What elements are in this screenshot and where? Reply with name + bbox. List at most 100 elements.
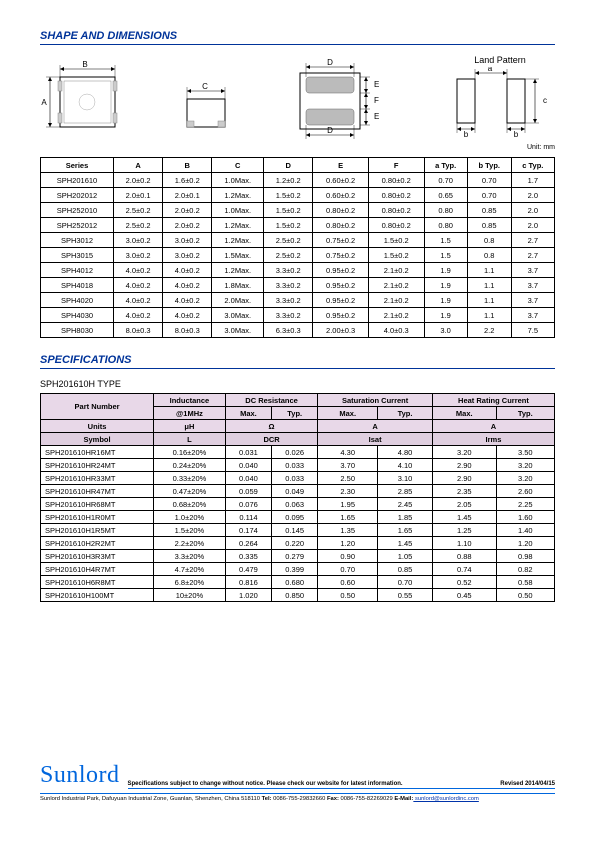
spec-cell: 0.335 xyxy=(225,550,271,563)
dim-cell: 1.5±0.2 xyxy=(368,248,424,263)
dim-cell: 1.0Max. xyxy=(212,173,264,188)
spec-cell: 3.50 xyxy=(496,446,554,459)
spec-cell: 1.40 xyxy=(496,524,554,537)
spec-cell: 0.031 xyxy=(225,446,271,459)
diagram-land-pattern: a b b c xyxy=(445,67,555,137)
dim-cell: 3.3±0.2 xyxy=(264,278,313,293)
spec-cell: 0.174 xyxy=(225,524,271,537)
dim-cell: 0.8 xyxy=(467,233,511,248)
spec-cell: 2.2±20% xyxy=(154,537,226,550)
table-row: SPH201610HR16MT0.16±20%0.0310.0264.304.8… xyxy=(41,446,555,459)
spec-cell: 1.95 xyxy=(318,498,378,511)
spec-cell: SPH201610HR47MT xyxy=(41,485,154,498)
dim-cell: 0.60±0.2 xyxy=(313,188,369,203)
dim-cell: 0.70 xyxy=(467,173,511,188)
spec-cell: 0.680 xyxy=(272,576,318,589)
table-row: SPH2016102.0±0.21.6±0.21.0Max.1.2±0.20.6… xyxy=(41,173,555,188)
spec-units-label: Units xyxy=(41,420,154,433)
spec-cell: 3.10 xyxy=(378,472,433,485)
brand-logo: Sunlord xyxy=(40,762,120,789)
address-text: Sunlord Industrial Park, Dafuyuan Indust… xyxy=(40,796,262,802)
table-row: SPH201610HR47MT0.47±20%0.0590.0492.302.8… xyxy=(41,485,555,498)
spec-cell: 0.479 xyxy=(225,563,271,576)
spec-cell: 0.60 xyxy=(318,576,378,589)
svg-text:b: b xyxy=(464,130,469,137)
dim-cell: 1.8Max. xyxy=(212,278,264,293)
spec-cell: SPH201610H4R7MT xyxy=(41,563,154,576)
dim-cell: 4.0±0.2 xyxy=(114,278,163,293)
spec-cell: 4.10 xyxy=(378,459,433,472)
dim-cell: 0.85 xyxy=(467,218,511,233)
dim-cell: 1.9 xyxy=(424,263,467,278)
spec-cell: 0.88 xyxy=(432,550,496,563)
table-row: SPH40124.0±0.24.0±0.21.2Max.3.3±0.20.95±… xyxy=(41,263,555,278)
dim-cell: SPH4012 xyxy=(41,263,114,278)
spec-cell: SPH201610H2R2MT xyxy=(41,537,154,550)
spec-cell: 1.20 xyxy=(496,537,554,550)
diagram-row: B A C D D xyxy=(40,55,555,139)
section-shape-title: SHAPE AND DIMENSIONS xyxy=(40,30,555,45)
dim-cell: 1.5±0.2 xyxy=(368,233,424,248)
table-row: SPH40184.0±0.24.0±0.21.8Max.3.3±0.20.95±… xyxy=(41,278,555,293)
dim-cell: 0.80±0.2 xyxy=(368,173,424,188)
spec-cell: SPH201610HR68MT xyxy=(41,498,154,511)
dim-cell: 2.5±0.2 xyxy=(114,203,163,218)
spec-cell: 0.50 xyxy=(496,589,554,602)
dim-cell: 3.0±0.2 xyxy=(163,248,212,263)
dim-cell: 2.2 xyxy=(467,323,511,338)
spec-cell: 3.20 xyxy=(432,446,496,459)
dim-cell: 0.80±0.2 xyxy=(313,203,369,218)
email-link[interactable]: sunlord@sunlordinc.com xyxy=(413,796,479,802)
spec-subheader: Typ. xyxy=(496,407,554,420)
spec-cell: 1.5±20% xyxy=(154,524,226,537)
spec-cell: 0.70 xyxy=(318,563,378,576)
table-row: SPH201610H2R2MT2.2±20%0.2640.2201.201.45… xyxy=(41,537,555,550)
subtype-label: SPH201610H TYPE xyxy=(40,379,555,389)
spec-cell: 0.279 xyxy=(272,550,318,563)
spec-symbol: DCR xyxy=(225,433,318,446)
svg-text:a: a xyxy=(488,67,493,73)
spec-cell: 0.58 xyxy=(496,576,554,589)
dim-cell: 8.0±0.3 xyxy=(163,323,212,338)
dim-cell: SPH201610 xyxy=(41,173,114,188)
spec-cell: 2.85 xyxy=(378,485,433,498)
spec-cell: 0.399 xyxy=(272,563,318,576)
spec-cell: SPH201610H1R0MT xyxy=(41,511,154,524)
spec-symbol: L xyxy=(154,433,226,446)
dim-cell: 2.0 xyxy=(511,218,554,233)
dim-cell: 3.0Max. xyxy=(212,323,264,338)
table-row: SPH2020122.0±0.12.0±0.11.2Max.1.5±0.20.6… xyxy=(41,188,555,203)
dim-cell: 1.1 xyxy=(467,263,511,278)
dim-cell: SPH252010 xyxy=(41,203,114,218)
spec-cell: 2.05 xyxy=(432,498,496,511)
table-row: SPH40204.0±0.24.0±0.22.0Max.3.3±0.20.95±… xyxy=(41,293,555,308)
spec-symbol: Irms xyxy=(432,433,554,446)
tel-value: 0086-755-29832660 xyxy=(272,796,327,802)
spec-cell: 2.25 xyxy=(496,498,554,511)
spec-cell: 0.063 xyxy=(272,498,318,511)
svg-text:c: c xyxy=(543,96,547,105)
table-row: SPH201610H1R0MT1.0±20%0.1140.0951.651.85… xyxy=(41,511,555,524)
dim-cell: 0.70 xyxy=(424,173,467,188)
dimensions-table: SeriesABCDEFa Typ.b Typ.c Typ. SPH201610… xyxy=(40,157,555,338)
spec-cell: 0.90 xyxy=(318,550,378,563)
spec-cell: 3.20 xyxy=(496,472,554,485)
dim-cell: 7.5 xyxy=(511,323,554,338)
table-row: SPH2520102.5±0.22.0±0.21.0Max.1.5±0.20.8… xyxy=(41,203,555,218)
dim-cell: 0.80 xyxy=(424,203,467,218)
dim-cell: 0.70 xyxy=(467,188,511,203)
spec-cell: 0.040 xyxy=(225,472,271,485)
svg-text:E: E xyxy=(374,112,379,121)
dim-cell: 2.1±0.2 xyxy=(368,278,424,293)
svg-text:D: D xyxy=(327,59,333,67)
table-row: SPH30123.0±0.23.0±0.21.2Max.2.5±0.20.75±… xyxy=(41,233,555,248)
dim-cell: 0.85 xyxy=(467,203,511,218)
land-pattern-block: Land Pattern a b b xyxy=(445,55,555,139)
revised-date: Revised 2014/04/15 xyxy=(500,781,555,787)
dim-cell: 1.2Max. xyxy=(212,188,264,203)
dim-cell: 4.0±0.2 xyxy=(163,278,212,293)
dim-header: b Typ. xyxy=(467,158,511,173)
spec-symbol: Isat xyxy=(318,433,433,446)
table-row: SPH201610H4R7MT4.7±20%0.4790.3990.700.85… xyxy=(41,563,555,576)
dim-cell: 0.80±0.2 xyxy=(368,203,424,218)
